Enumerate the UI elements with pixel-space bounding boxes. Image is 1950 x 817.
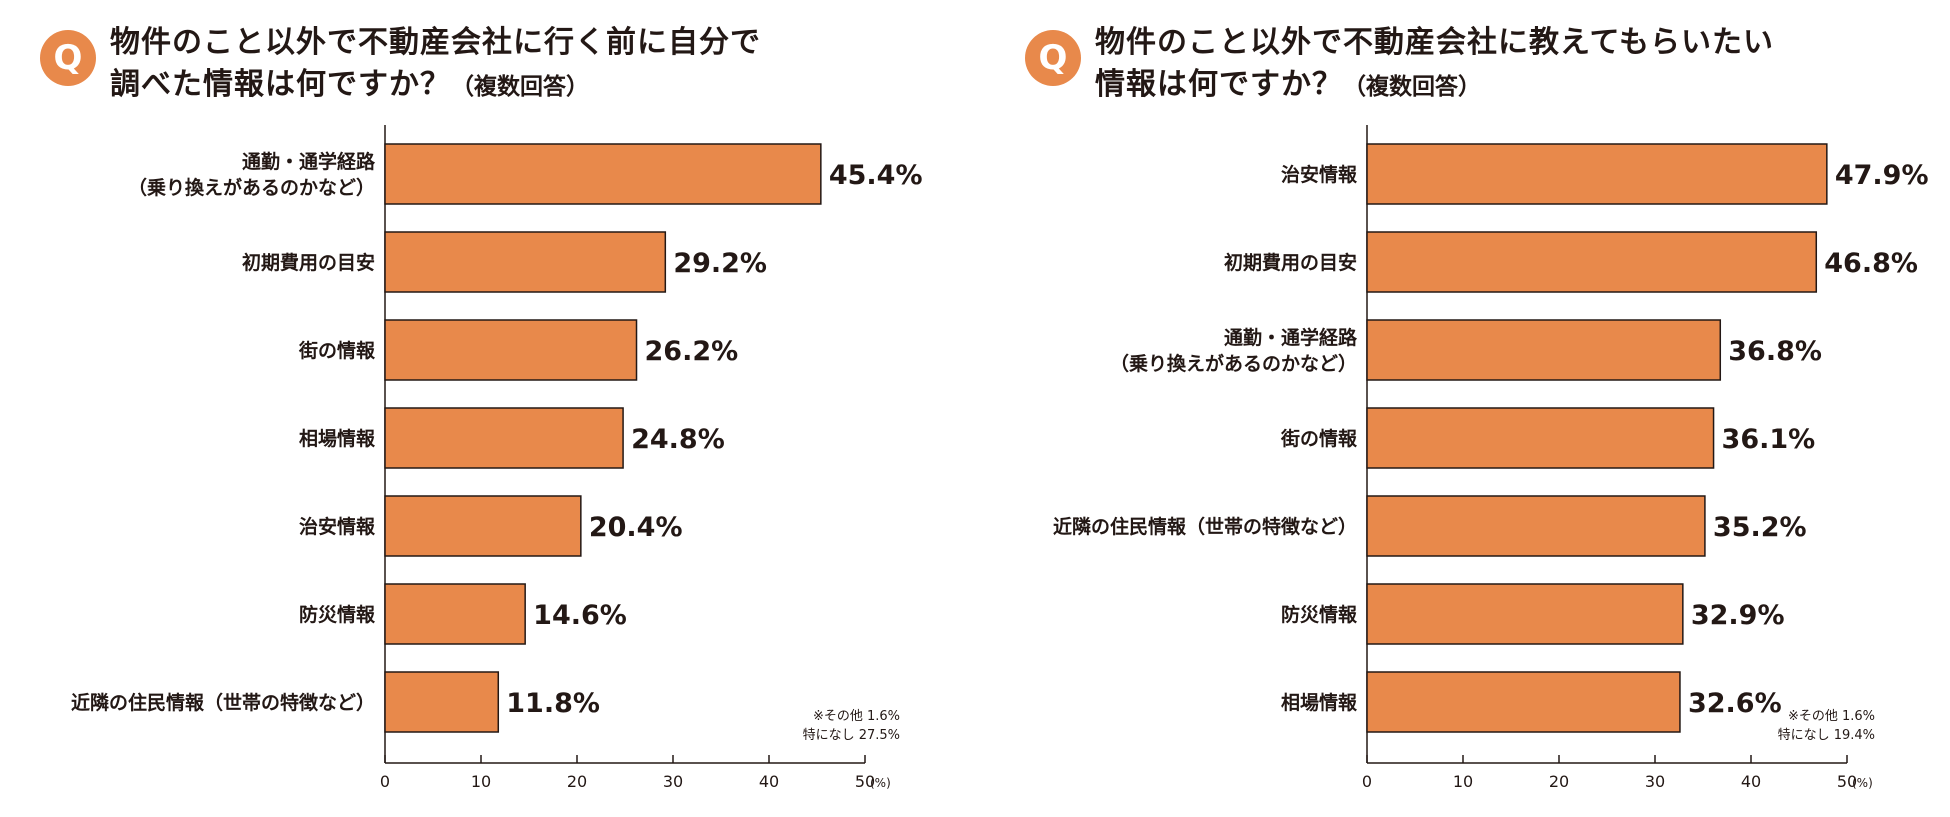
- chart-note: ※その他 1.6% 特になし 19.4%: [1685, 707, 1875, 745]
- x-tick-label: 40: [1741, 772, 1761, 791]
- bar-value-label: 29.2%: [673, 248, 767, 279]
- x-tick-label: 30: [1645, 772, 1665, 791]
- note-other: ※その他 1.6%: [1787, 709, 1875, 724]
- x-tick-label: 20: [567, 772, 587, 791]
- chart-title-suffix: （複数回答）: [451, 74, 589, 100]
- chart-title-line2: 調べた情報は何ですか？（複数回答）: [110, 64, 970, 108]
- bar-chart-right: 0 10 20 30 40 50(%) 47.9% 治安情報 46.8% 初期費用の目安 36.8%…: [1053, 125, 1929, 791]
- bar: [1366, 407, 1715, 469]
- chart-title-question: 情報は何ですか？: [1095, 67, 1343, 102]
- category-label: （乗り換えがあるのかなど）: [1110, 352, 1357, 375]
- note-other: ※その他 1.6%: [812, 709, 900, 724]
- chart-title-line2: 情報は何ですか？（複数回答）: [1095, 64, 1950, 108]
- bar-value-label: 11.8%: [506, 688, 600, 719]
- bar-value-label: 26.2%: [645, 336, 739, 367]
- bar: [1366, 495, 1706, 557]
- category-label: 初期費用の目安: [1224, 251, 1357, 274]
- category-label: 防災情報: [299, 603, 376, 626]
- bar-value-label: 24.8%: [631, 424, 725, 455]
- category-label: 相場情報: [1281, 691, 1358, 714]
- bar: [384, 231, 667, 293]
- chart-note: ※その他 1.6% 特になし 27.5%: [740, 707, 900, 745]
- chart-title-line1: 物件のこと以外で不動産会社に教えてもらいたい: [1095, 25, 1774, 60]
- bar-value-label: 20.4%: [589, 512, 683, 543]
- x-tick-label: 40: [759, 772, 779, 791]
- category-label: 治安情報: [299, 515, 376, 538]
- x-tick-label: 0: [1362, 772, 1372, 791]
- question-badge: Q: [40, 30, 96, 86]
- bar-chart-left: 0 10 20 30 40 50(%) 45.4% 通勤・通学経路 （乗り換えがあるのかなど） 2…: [71, 125, 923, 791]
- bar-value-label: 35.2%: [1713, 512, 1807, 543]
- category-label: 通勤・通学経路: [242, 150, 376, 173]
- chart-title-line1: 物件のこと以外で不動産会社に行く前に自分で: [110, 25, 761, 60]
- chart-title-suffix: （複数回答）: [1343, 74, 1481, 100]
- category-label: 街の情報: [298, 339, 376, 362]
- chart-title-question: 調べた情報は何ですか？: [110, 67, 451, 102]
- bar-value-label: 46.8%: [1824, 248, 1918, 279]
- bar: [384, 583, 526, 645]
- x-tick-label: 20: [1549, 772, 1569, 791]
- category-label: 街の情報: [1280, 427, 1358, 450]
- bar-value-label: 36.8%: [1728, 336, 1822, 367]
- x-axis-unit: (%): [1852, 776, 1873, 790]
- category-label: 近隣の住民情報（世帯の特徴など）: [1053, 515, 1357, 538]
- bar: [1366, 143, 1828, 205]
- chart-panel-left: Q 物件のこと以外で不動産会社に行く前に自分で 調べた情報は何ですか？（複数回答…: [40, 22, 970, 791]
- bar-value-label: 32.9%: [1691, 600, 1785, 631]
- bar: [1366, 319, 1722, 381]
- x-tick-label: 50: [1837, 772, 1857, 791]
- chart-title: 物件のこと以外で不動産会社に行く前に自分で 調べた情報は何ですか？（複数回答）: [110, 22, 970, 108]
- bar: [384, 495, 582, 557]
- x-tick-label: 0: [380, 772, 390, 791]
- chart-panel-right: Q 物件のこと以外で不動産会社に教えてもらいたい 情報は何ですか？（複数回答） …: [985, 0, 1950, 817]
- category-label: 近隣の住民情報（世帯の特徴など）: [71, 691, 375, 714]
- bar: [384, 671, 500, 733]
- bar: [384, 319, 638, 381]
- bar: [1366, 231, 1818, 293]
- x-tick-label: 30: [663, 772, 683, 791]
- question-badge: Q: [1025, 30, 1081, 86]
- category-label: 初期費用の目安: [242, 251, 375, 274]
- x-tick-label: 50: [855, 772, 875, 791]
- bar-value-label: 36.1%: [1722, 424, 1816, 455]
- category-label: （乗り換えがあるのかなど）: [128, 176, 375, 199]
- bar-value-label: 14.6%: [533, 600, 627, 631]
- bar-value-label: 47.9%: [1835, 160, 1929, 191]
- note-none: 特になし 27.5%: [802, 728, 900, 743]
- x-tick-label: 10: [1453, 772, 1473, 791]
- bar: [1366, 583, 1684, 645]
- x-axis-unit: (%): [870, 776, 891, 790]
- bar: [1366, 671, 1681, 733]
- chart-title: 物件のこと以外で不動産会社に教えてもらいたい 情報は何ですか？（複数回答）: [1095, 22, 1950, 108]
- x-tick-label: 10: [471, 772, 491, 791]
- category-label: 防災情報: [1281, 603, 1358, 626]
- category-label: 通勤・通学経路: [1224, 326, 1358, 349]
- category-label: 相場情報: [299, 427, 376, 450]
- bar-value-label: 32.6%: [1688, 688, 1782, 719]
- category-label: 治安情報: [1281, 163, 1358, 186]
- bar: [384, 143, 822, 205]
- bar: [384, 407, 624, 469]
- bar-value-label: 45.4%: [829, 160, 923, 191]
- note-none: 特になし 19.4%: [1777, 728, 1875, 743]
